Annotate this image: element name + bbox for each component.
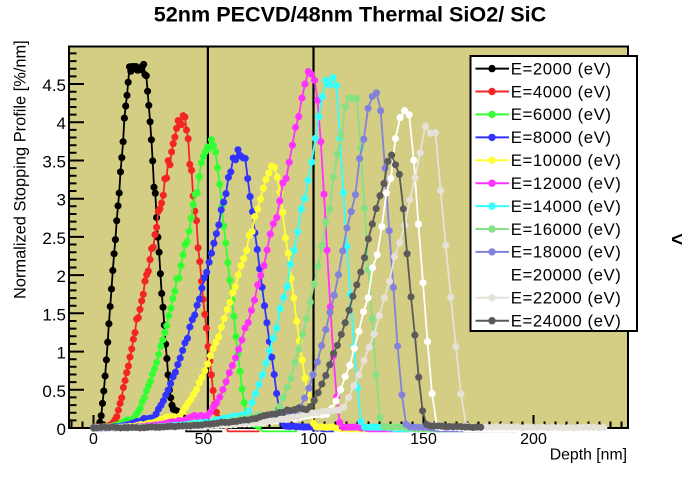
svg-text:E=14000 (eV): E=14000 (eV) [511,197,622,216]
svg-text:<: < [671,229,683,251]
svg-text:3: 3 [57,191,66,210]
svg-text:E=4000 (eV): E=4000 (eV) [511,82,612,101]
svg-text:0.5: 0.5 [42,382,66,401]
svg-text:50: 50 [195,431,213,448]
svg-text:E=6000 (eV): E=6000 (eV) [511,105,612,124]
svg-text:E=12000 (eV): E=12000 (eV) [511,174,622,193]
svg-text:E=10000 (eV): E=10000 (eV) [511,151,622,170]
svg-text:4.5: 4.5 [42,76,66,95]
svg-text:200: 200 [520,431,547,448]
svg-text:E=8000 (eV): E=8000 (eV) [511,128,612,147]
svg-text:0: 0 [89,431,98,448]
svg-text:E=24000 (eV): E=24000 (eV) [511,312,622,331]
svg-text:E=22000 (eV): E=22000 (eV) [511,289,622,308]
svg-text:100: 100 [300,431,327,448]
svg-text:3.5: 3.5 [42,153,66,172]
svg-text:E=16000 (eV): E=16000 (eV) [511,220,622,239]
svg-text:E=20000 (eV): E=20000 (eV) [511,266,622,285]
svg-text:0: 0 [57,420,66,439]
svg-text:E=2000 (eV): E=2000 (eV) [511,59,612,78]
svg-text:2.5: 2.5 [42,229,66,248]
svg-text:Depth [nm]: Depth [nm] [550,447,627,464]
svg-text:4: 4 [57,114,66,133]
svg-text:Normalized Stopping Profile [%: Normalized Stopping Profile [%/nm] [12,40,30,299]
svg-text:2: 2 [57,267,66,286]
svg-text:150: 150 [410,431,437,448]
svg-text:1: 1 [57,344,66,363]
svg-text:52nm PECVD/48nm Thermal SiO2/: 52nm PECVD/48nm Thermal SiO2/ SiC [154,2,546,27]
svg-text:1.5: 1.5 [42,305,66,324]
svg-text:E=18000 (eV): E=18000 (eV) [511,243,622,262]
